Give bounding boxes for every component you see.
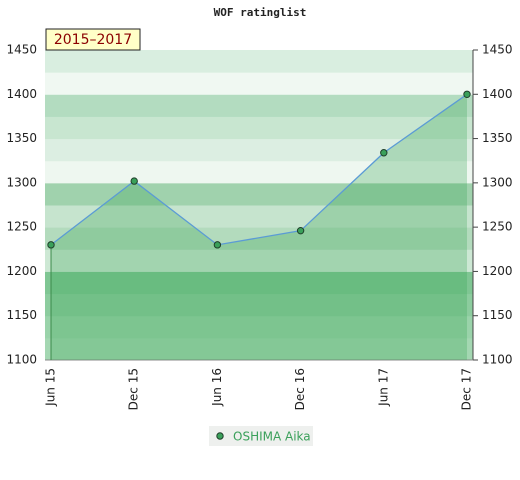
band	[45, 182, 473, 206]
band	[45, 205, 473, 228]
y-tick-label: 1150	[6, 308, 37, 322]
legend-box	[209, 426, 313, 446]
band	[45, 116, 473, 140]
y-tick-label: 1300	[6, 175, 37, 189]
point	[213, 241, 222, 249]
point	[47, 241, 55, 249]
band	[45, 138, 473, 162]
x-tick-label: Jun 17	[376, 368, 390, 407]
y2-tick-label: 1250	[482, 220, 513, 234]
band	[45, 50, 473, 73]
y-tick-label: 1400	[6, 87, 37, 101]
y-tick-label: 1200	[6, 264, 37, 278]
line	[50, 93, 468, 246]
annotation: 2015–2017	[54, 32, 132, 48]
band	[45, 249, 473, 272]
x-tick-label: Dec 16	[293, 368, 307, 410]
plot-background	[45, 50, 473, 361]
y2-tick-label: 1100	[482, 353, 513, 367]
y-tick-label: 1450	[6, 43, 37, 57]
x-tick-label: Jun 16	[210, 368, 224, 407]
area	[51, 94, 467, 361]
y-tick-label: 1100	[6, 353, 37, 367]
legend-label: OSHIMA Aika	[233, 430, 311, 444]
y-tick-label: 1350	[6, 131, 37, 145]
band	[45, 315, 473, 339]
band	[45, 72, 473, 95]
point	[130, 177, 138, 185]
legend-marker	[216, 432, 224, 440]
band	[45, 337, 473, 361]
y2-tick-label: 1450	[482, 43, 513, 57]
point	[296, 226, 305, 235]
chart-title: WOF ratinglist	[214, 6, 307, 19]
annotation-box	[45, 28, 141, 51]
x-tick-label: Dec 15	[127, 368, 141, 410]
y2-tick-label: 1150	[482, 308, 513, 322]
x-tick-label: Dec 17	[460, 368, 474, 410]
x-tick-label: Jun 15	[44, 368, 58, 407]
point	[463, 90, 471, 98]
band	[45, 94, 473, 117]
point	[380, 149, 388, 157]
band	[45, 227, 473, 250]
y2-tick-label: 1350	[482, 131, 513, 145]
band	[45, 160, 473, 184]
y2-tick-label: 1200	[482, 264, 513, 278]
band	[45, 271, 473, 295]
y2-tick-label: 1400	[482, 87, 513, 101]
y2-tick-label: 1300	[482, 175, 513, 189]
band	[45, 293, 473, 317]
y-tick-label: 1250	[6, 220, 37, 234]
